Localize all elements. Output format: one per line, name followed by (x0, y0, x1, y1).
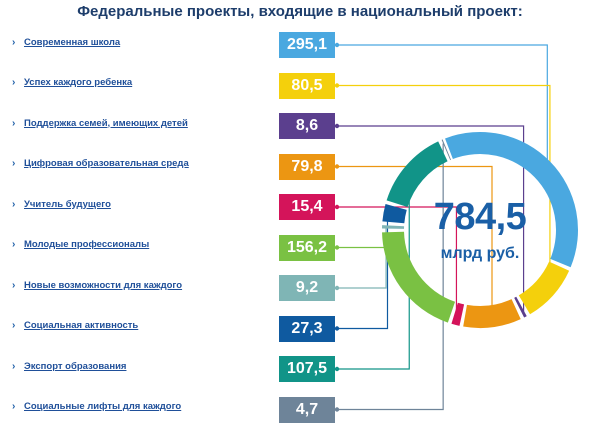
project-value-badge: 8,6 (279, 113, 335, 139)
project-value-badge: 27,3 (279, 315, 335, 342)
connector-line (335, 165, 493, 324)
donut-segment (445, 132, 578, 268)
connector-line (335, 44, 548, 165)
project-row: › Социальные лифты для каждого (12, 400, 181, 414)
project-link[interactable]: Молодые профессионалы (24, 239, 150, 250)
project-row: › Успех каждого ребенка (12, 76, 132, 90)
donut-segment (382, 203, 407, 224)
connector-dot (334, 42, 340, 48)
donut-segment (463, 299, 521, 328)
project-value-badge: 79,8 (279, 153, 335, 180)
connector-dot (334, 123, 340, 129)
connector-line (335, 168, 410, 370)
donut-segment (451, 302, 465, 326)
project-link[interactable]: Социальные лифты для каждого (24, 401, 182, 412)
project-row: › Молодые профессионалы (12, 238, 149, 252)
project-link[interactable]: Экспорт образования (24, 360, 127, 372)
connector-line (335, 226, 387, 289)
chevron-right-icon: › (12, 117, 16, 129)
connector-line (335, 84, 551, 293)
project-value-badge: 9,2 (279, 275, 335, 301)
connector-dot (334, 326, 340, 331)
donut-segment (382, 231, 456, 323)
project-link[interactable]: Цифровая образовательная среда (24, 158, 189, 169)
project-row: › Поддержка семей, имеющих детей (12, 116, 188, 130)
project-link[interactable]: Современная школа (24, 36, 121, 48)
chevron-right-icon: › (12, 198, 16, 210)
connector-dot (334, 204, 340, 210)
project-value-badge: 4,7 (279, 396, 335, 423)
chevron-right-icon: › (12, 77, 16, 88)
project-value-badge: 107,5 (279, 356, 335, 382)
connector-dot (334, 285, 340, 291)
connector-line (335, 213, 389, 330)
chevron-right-icon: › (12, 401, 16, 412)
connector-line (335, 125, 525, 314)
project-row: › Социальная активность (12, 319, 138, 333)
project-link[interactable]: Учитель будущего (24, 198, 111, 210)
chevron-right-icon: › (12, 239, 16, 250)
connector-dot (334, 245, 340, 250)
connector-line (335, 143, 444, 411)
project-link[interactable]: Успех каждого ребенка (24, 77, 133, 88)
total-value: 784,5 (433, 196, 527, 238)
page-title: Федеральные проекты, входящие в национал… (77, 3, 523, 20)
project-link[interactable]: Социальная активность (24, 320, 139, 331)
connector-dot (334, 164, 340, 169)
chevron-right-icon: › (12, 320, 16, 331)
project-value-badge: 15,4 (279, 194, 335, 220)
project-row: › Новые возможности для каждого (12, 278, 182, 292)
donut-segment (514, 296, 527, 318)
donut-segment (441, 139, 451, 161)
chevron-right-icon: › (12, 36, 16, 48)
project-link[interactable]: Новые возможности для каждого (24, 279, 183, 291)
chevron-right-icon: › (12, 360, 16, 372)
project-row: › Экспорт образования (12, 359, 126, 373)
donut-segment (518, 261, 570, 315)
project-row: › Цифровая образовательная среда (12, 157, 189, 171)
project-row: › Современная школа (12, 35, 120, 49)
project-value-badge: 80,5 (279, 72, 335, 99)
connector-dot (334, 366, 340, 372)
project-value-badge: 156,2 (279, 234, 335, 261)
total-unit: млрд руб. (440, 245, 520, 262)
connector-line (335, 206, 458, 321)
project-row: › Учитель будущего (12, 197, 111, 211)
donut-segment (386, 141, 448, 208)
project-link[interactable]: Поддержка семей, имеющих детей (24, 117, 188, 129)
connector-dot (334, 407, 340, 412)
chevron-right-icon: › (12, 279, 16, 291)
donut-segment (382, 225, 405, 229)
connector-dot (334, 83, 340, 88)
project-value-badge: 295,1 (279, 32, 335, 58)
chevron-right-icon: › (12, 158, 16, 169)
